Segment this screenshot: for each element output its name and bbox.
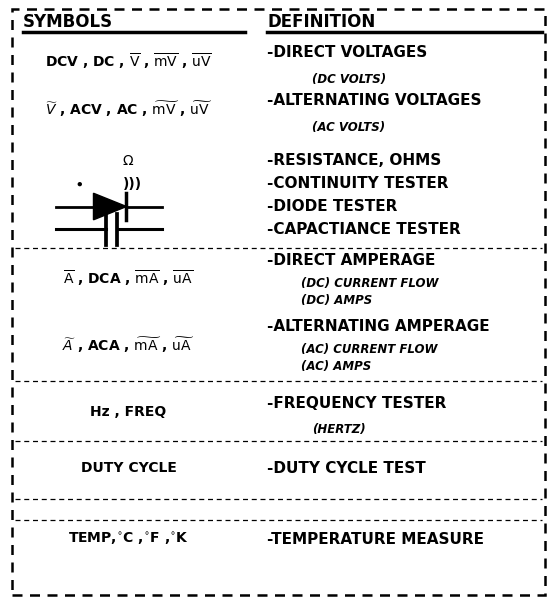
- Text: $\overline{\mathrm{A}}$ , DCA , $\overline{\mathrm{mA}}$ , $\overline{\mathrm{uA: $\overline{\mathrm{A}}$ , DCA , $\overli…: [63, 269, 193, 288]
- Text: -FREQUENCY TESTER: -FREQUENCY TESTER: [267, 396, 447, 411]
- Text: -ALTERNATING AMPERAGE: -ALTERNATING AMPERAGE: [267, 319, 490, 334]
- Text: -DIRECT VOLTAGES: -DIRECT VOLTAGES: [267, 45, 428, 59]
- Text: $\Omega$: $\Omega$: [123, 154, 135, 168]
- Text: DCV , DC , $\overline{\mathrm{V}}$ , $\overline{\mathrm{mV}}$ , $\overline{\math: DCV , DC , $\overline{\mathrm{V}}$ , $\o…: [45, 51, 212, 71]
- Text: SYMBOLS: SYMBOLS: [23, 13, 113, 31]
- Text: (DC) AMPS: (DC) AMPS: [301, 294, 372, 307]
- Text: $\widetilde{V}$ , ACV , AC , $\widetilde{\mathrm{mV}}$ , $\widetilde{\mathrm{uV}: $\widetilde{V}$ , ACV , AC , $\widetilde…: [45, 100, 212, 119]
- FancyBboxPatch shape: [12, 8, 545, 595]
- Text: -TEMPERATURE MEASURE: -TEMPERATURE MEASURE: [267, 532, 485, 546]
- Text: -DIRECT AMPERAGE: -DIRECT AMPERAGE: [267, 253, 436, 268]
- Text: -ALTERNATING VOLTAGES: -ALTERNATING VOLTAGES: [267, 93, 482, 108]
- Text: (AC) AMPS: (AC) AMPS: [301, 360, 371, 373]
- Text: DUTY CYCLE: DUTY CYCLE: [81, 462, 177, 476]
- Text: DEFINITION: DEFINITION: [267, 13, 375, 31]
- Text: $\bullet$: $\bullet$: [74, 176, 83, 191]
- Text: (DC VOLTS): (DC VOLTS): [312, 73, 386, 86]
- Text: ))): ))): [123, 177, 142, 191]
- Text: (AC) CURRENT FLOW: (AC) CURRENT FLOW: [301, 343, 437, 356]
- Text: -DIODE TESTER: -DIODE TESTER: [267, 199, 398, 214]
- Text: (AC VOLTS): (AC VOLTS): [312, 121, 385, 134]
- Text: TEMP,$^{\circ}$C ,$^{\circ}$F ,$^{\circ}$K: TEMP,$^{\circ}$C ,$^{\circ}$F ,$^{\circ}…: [68, 531, 189, 548]
- Polygon shape: [94, 193, 126, 220]
- Text: (HERTZ): (HERTZ): [312, 423, 365, 436]
- Text: Hz , FREQ: Hz , FREQ: [90, 405, 167, 419]
- Text: -RESISTANCE, OHMS: -RESISTANCE, OHMS: [267, 153, 442, 168]
- Text: -DUTY CYCLE TEST: -DUTY CYCLE TEST: [267, 461, 426, 476]
- Text: -CONTINUITY TESTER: -CONTINUITY TESTER: [267, 176, 449, 191]
- Text: -CAPACTIANCE TESTER: -CAPACTIANCE TESTER: [267, 222, 461, 237]
- Text: $\widetilde{A}$ , ACA , $\widetilde{\mathrm{mA}}$ , $\widetilde{\mathrm{uA}}$: $\widetilde{A}$ , ACA , $\widetilde{\mat…: [62, 335, 195, 355]
- Text: (DC) CURRENT FLOW: (DC) CURRENT FLOW: [301, 277, 438, 290]
